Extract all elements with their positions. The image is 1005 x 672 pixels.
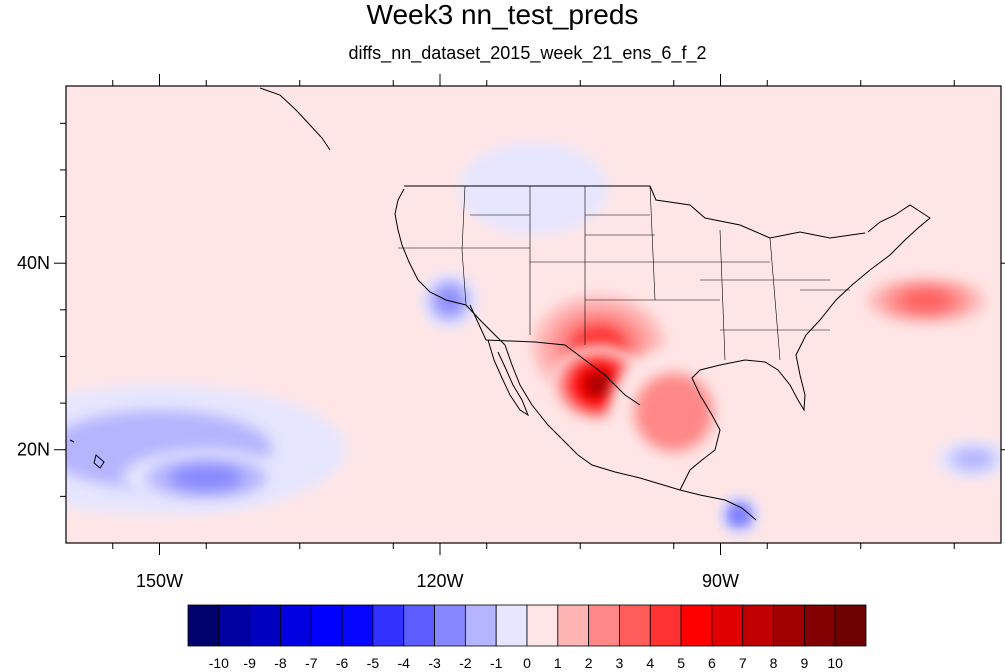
colorbar-tick-label: -2 xyxy=(459,655,472,671)
colorbar-tick-label: 4 xyxy=(646,655,654,671)
colorbar-tick-label: -6 xyxy=(336,655,349,671)
colorbar-tick-label: 3 xyxy=(616,655,624,671)
anomaly-northeast-pacific-blue xyxy=(458,141,609,236)
colorbar-swatch xyxy=(619,604,651,647)
colorbar-swatch xyxy=(711,604,744,647)
colorbar-swatch xyxy=(526,604,559,647)
colorbar-tick-label: 2 xyxy=(585,655,593,671)
colorbar-swatch xyxy=(249,604,281,647)
colorbar-swatch xyxy=(773,604,805,647)
north-america-coastline xyxy=(394,188,757,521)
anomaly-central-america-blue-level-4 xyxy=(732,508,746,522)
colorbar-swatch xyxy=(588,604,620,647)
colorbar-tick-label: 5 xyxy=(677,655,685,671)
colorbar-tick-label: 8 xyxy=(770,655,778,671)
colorbar-swatch xyxy=(680,604,713,647)
baja-coastline xyxy=(487,339,530,417)
colorbar-swatch xyxy=(649,604,682,647)
colorbar-swatch xyxy=(834,604,867,647)
colorbar-tick-label: 1 xyxy=(554,655,562,671)
state-lines xyxy=(398,185,850,361)
alaska-coastline xyxy=(259,87,331,151)
colorbar-tick-label: 7 xyxy=(739,655,747,671)
lat-tick-label: 40N xyxy=(17,253,50,273)
colorbar-swatch xyxy=(310,604,343,647)
hawaii-islands xyxy=(69,439,105,469)
colorbar-tick-label: 0 xyxy=(523,655,531,671)
coastline-layer xyxy=(69,87,931,521)
us-canada-border xyxy=(404,185,866,239)
lon-tick-label: 120W xyxy=(416,571,463,591)
colorbar-tick-label: -1 xyxy=(490,655,503,671)
colorbar-tick-label: -8 xyxy=(274,655,287,671)
colorbar-tick-label: -5 xyxy=(367,655,380,671)
colorbar-tick-label: -10 xyxy=(209,655,229,671)
colorbar-tick-label: 9 xyxy=(800,655,808,671)
tick-layer xyxy=(54,74,1005,555)
colorbar-tick-label: 6 xyxy=(708,655,716,671)
gulf-coastline xyxy=(679,204,931,491)
lat-tick-label: 20N xyxy=(17,440,50,460)
colorbar-swatch xyxy=(372,604,405,647)
colorbar-tick-label: -3 xyxy=(428,655,441,671)
colorbar-tick-label: 10 xyxy=(827,655,843,671)
colorbar-tick-label: -7 xyxy=(305,655,318,671)
anomaly-gulf-red-level-2 xyxy=(634,373,714,452)
colorbar-swatch xyxy=(495,604,528,647)
plot-subtitle: diffs_nn_dataset_2015_week_21_ens_6_f_2 xyxy=(348,43,707,63)
colorbar-swatch xyxy=(218,604,251,647)
colorbar xyxy=(187,604,867,647)
anomaly-atlantic-red-level-4 xyxy=(901,291,952,310)
colorbar-swatch xyxy=(557,604,590,647)
colorbar-swatch xyxy=(742,604,774,647)
colorbar-tick-label: -4 xyxy=(398,655,411,671)
colorbar-swatch xyxy=(803,604,836,647)
colorbar-swatch xyxy=(464,604,497,647)
lon-tick-label: 90W xyxy=(702,571,739,591)
colorbar-swatch xyxy=(341,604,374,647)
colorbar-swatch xyxy=(187,604,220,647)
colorbar-labels: -10 -9 -8 -7 -6 -5 -4 -3 -2 -1 0 1 2 3 4 5 6 7 8 9 10 xyxy=(209,655,843,671)
lon-tick-label: 150W xyxy=(136,571,183,591)
colorbar-swatch xyxy=(434,604,466,647)
anomaly-mexico-core-red-level-9 xyxy=(591,378,607,391)
plot-title: Week3 nn_test_preds xyxy=(366,0,639,30)
colorbar-swatch xyxy=(403,604,435,647)
tick-label-layer: 150W 120W 90W 40N 20N xyxy=(17,253,739,591)
colorbar-tick-label: -9 xyxy=(243,655,256,671)
anomaly-caribbean-blue-level-2 xyxy=(950,447,996,471)
anomaly-central-pacific-blue-level-3 xyxy=(170,465,243,490)
map-frame xyxy=(65,85,1002,544)
us-mexico-border xyxy=(469,304,641,406)
colorbar-swatch xyxy=(280,604,312,647)
anomaly-north-pacific-high xyxy=(178,113,515,264)
